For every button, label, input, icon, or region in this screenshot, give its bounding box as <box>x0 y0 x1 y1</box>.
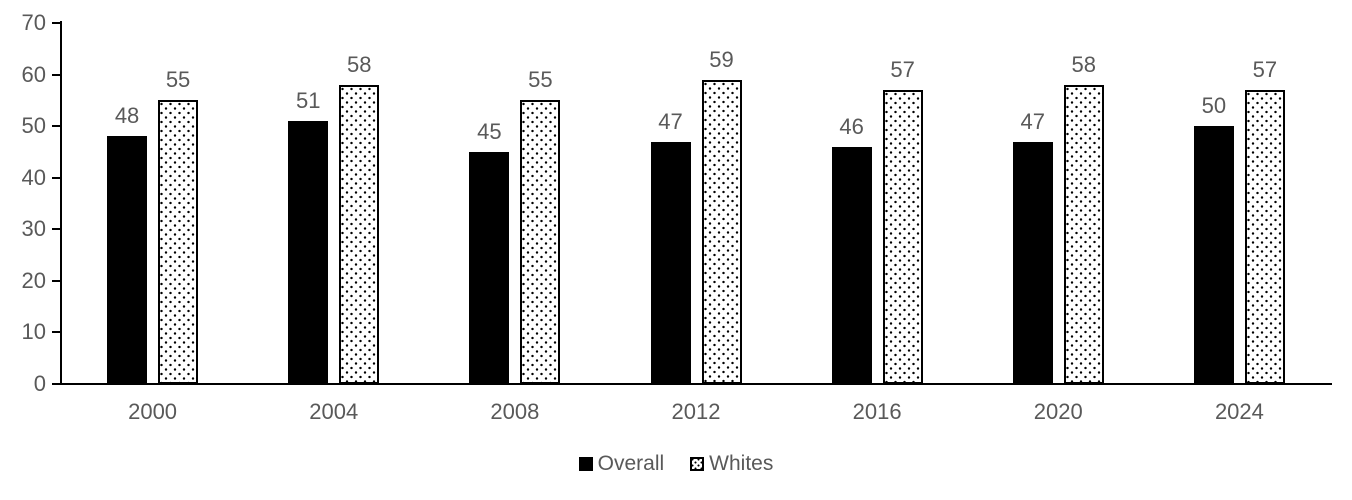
bar-whites-2012 <box>701 79 742 384</box>
x-category-label: 2024 <box>1214 399 1264 424</box>
bar-value-label: 46 <box>839 113 864 139</box>
bar-whites-2016 <box>882 90 923 384</box>
legend-item-whites: Whites <box>690 451 773 477</box>
bar-whites-2024 <box>1244 90 1285 384</box>
bar-value-label: 58 <box>346 51 372 77</box>
x-category-label: 2016 <box>852 399 902 424</box>
bar-whites-2004 <box>339 84 380 384</box>
x-axis-line <box>52 383 1332 385</box>
x-category-label: 2012 <box>671 399 721 424</box>
y-tick <box>52 383 61 385</box>
bar-overall-2024 <box>1193 126 1234 384</box>
bar-value-label: 57 <box>1252 57 1278 83</box>
y-tick <box>52 125 61 128</box>
legend-label-whites: Whites <box>709 452 774 475</box>
x-category-label: 2008 <box>490 399 540 424</box>
bar-whites-2008 <box>520 100 561 384</box>
y-tick-label: 20 <box>21 267 46 293</box>
bar-value-label: 59 <box>709 46 734 72</box>
bar-overall-2012 <box>650 141 691 384</box>
y-tick-label: 50 <box>21 113 46 139</box>
bar-value-label: 47 <box>1020 108 1046 134</box>
plot-area: 48 55 51 58 45 55 47 59 46 57 47 58 50 57 <box>62 23 1330 384</box>
bar-value-label: 58 <box>1071 51 1097 77</box>
y-tick-label: 60 <box>21 61 46 87</box>
y-axis-line <box>60 21 62 385</box>
whites-swatch-icon <box>690 457 705 471</box>
bar-overall-2020 <box>1012 141 1053 384</box>
bar-whites-2020 <box>1063 84 1104 384</box>
y-tick <box>52 73 61 76</box>
bar-value-label: 51 <box>295 88 321 113</box>
overall-swatch-icon <box>578 457 593 471</box>
bar-overall-2000 <box>107 136 148 384</box>
y-tick <box>52 279 61 282</box>
bar-overall-2016 <box>831 146 872 384</box>
bar-value-label: 45 <box>477 118 502 144</box>
legend-item-overall: Overall <box>578 451 665 477</box>
legend-label-overall: Overall <box>597 452 665 475</box>
x-category-label: 2000 <box>128 399 178 424</box>
bar-overall-2004 <box>288 121 329 384</box>
bar-value-label: 50 <box>1201 93 1227 119</box>
x-category-label: 2004 <box>309 399 359 424</box>
x-category-label: 2020 <box>1033 399 1083 424</box>
bar-value-label: 55 <box>528 67 553 93</box>
y-tick <box>52 22 61 24</box>
y-tick-label: 30 <box>21 216 46 242</box>
y-tick <box>52 228 61 231</box>
bar-value-label: 48 <box>114 103 140 129</box>
y-tick-label: 40 <box>21 164 46 190</box>
legend: Overall Whites <box>0 451 1352 477</box>
bar-value-label: 47 <box>658 108 683 134</box>
y-tick <box>52 176 61 179</box>
bar-value-label: 57 <box>890 57 915 83</box>
y-tick-label: 10 <box>21 319 46 345</box>
bar-overall-2008 <box>469 151 510 384</box>
y-tick <box>52 331 61 334</box>
y-tick-label: 0 <box>33 371 46 396</box>
bar-whites-2000 <box>158 100 199 384</box>
y-tick-label: 70 <box>21 10 46 35</box>
bar-value-label: 55 <box>165 67 191 93</box>
